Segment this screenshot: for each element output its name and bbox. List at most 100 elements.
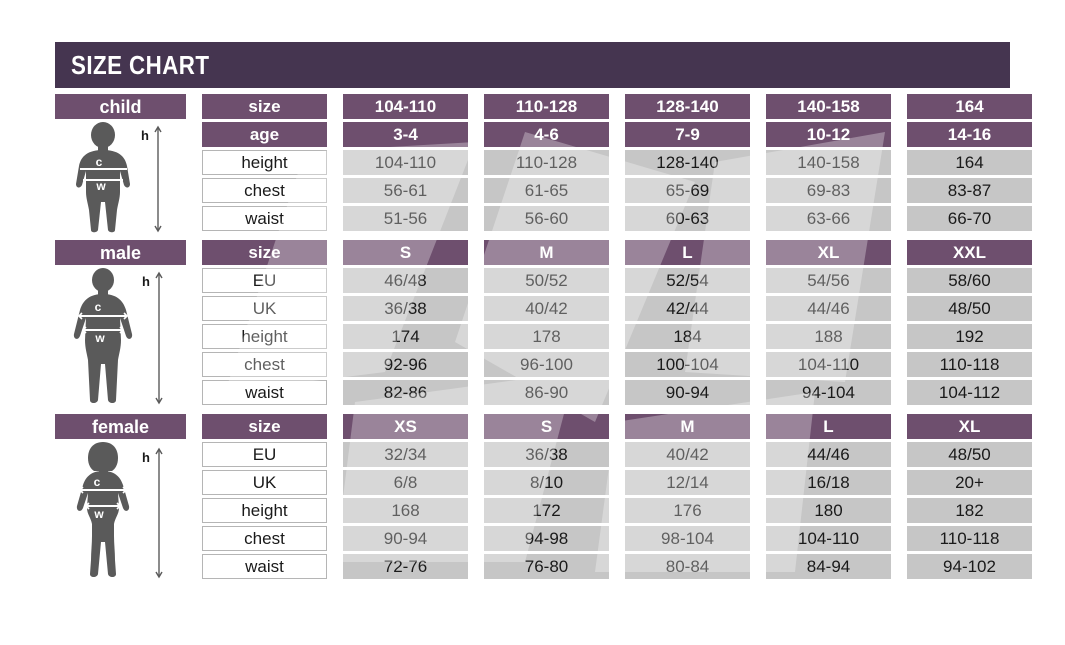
child-height-value: 110-128 (484, 150, 609, 175)
row-label-waist: waist (202, 554, 327, 579)
child-chest-value: 65-69 (625, 178, 750, 203)
child-chest-value: 61-65 (484, 178, 609, 203)
female-chest-value: 94-98 (484, 526, 609, 551)
female-size-value: XL (907, 414, 1032, 439)
male-chest-value: 96-100 (484, 352, 609, 377)
section-female: female size XS S M L XL (55, 414, 1032, 582)
row-label-age: age (202, 122, 327, 147)
chest-marker-label: c (93, 475, 100, 489)
row-label-size: size (202, 240, 327, 265)
table-row: waist 82-86 86-90 90-94 94-104 104-112 (202, 380, 1032, 405)
chest-marker-label: c (94, 300, 101, 314)
child-size-value: 140-158 (766, 94, 891, 119)
male-waist-value: 94-104 (766, 380, 891, 405)
female-size-value: S (484, 414, 609, 439)
height-marker-label: h (142, 450, 150, 465)
table-row: height 168 172 176 180 182 (202, 498, 1032, 523)
male-section-body: c w h EU 46/48 50/52 52/54 (55, 268, 1032, 408)
female-waist-value: 94-102 (907, 554, 1032, 579)
male-eu-value: 58/60 (907, 268, 1032, 293)
child-age-value: 4-6 (484, 122, 609, 147)
chest-marker-label: c (95, 155, 102, 169)
table-row: EU 32/34 36/38 40/42 44/46 48/50 (202, 442, 1032, 467)
female-uk-value: 20+ (907, 470, 1032, 495)
child-chest-value: 56-61 (343, 178, 468, 203)
male-chest-value: 110-118 (907, 352, 1032, 377)
male-size-value: S (343, 240, 468, 265)
female-rows: EU 32/34 36/38 40/42 44/46 48/50 UK 6/8 … (202, 442, 1032, 579)
male-size-row: male size S M L XL XXL (55, 240, 1032, 265)
section-label-female: female (55, 414, 186, 439)
female-uk-value: 12/14 (625, 470, 750, 495)
child-height-value: 104-110 (343, 150, 468, 175)
row-label-size: size (202, 414, 327, 439)
child-waist-value: 51-56 (343, 206, 468, 231)
female-eu-value: 48/50 (907, 442, 1032, 467)
female-size-row: female size XS S M L XL (55, 414, 1032, 439)
male-waist-value: 90-94 (625, 380, 750, 405)
child-chest-value: 69-83 (766, 178, 891, 203)
child-section-body: c w h age 3-4 4-6 (55, 122, 1032, 234)
female-eu-value: 36/38 (484, 442, 609, 467)
female-waist-value: 76-80 (484, 554, 609, 579)
male-chest-value: 100-104 (625, 352, 750, 377)
male-uk-value: 36/38 (343, 296, 468, 321)
row-label-height: height (202, 150, 327, 175)
section-male: male size S M L XL XXL (55, 240, 1032, 408)
female-size-value: M (625, 414, 750, 439)
table-row: chest 56-61 61-65 65-69 69-83 83-87 (202, 178, 1032, 203)
child-age-value: 14-16 (907, 122, 1032, 147)
size-chart: SIZE CHART child size 104-110 110-128 12… (55, 42, 1032, 582)
male-waist-value: 86-90 (484, 380, 609, 405)
child-height-value: 128-140 (625, 150, 750, 175)
row-label-waist: waist (202, 380, 327, 405)
child-waist-value: 63-66 (766, 206, 891, 231)
row-label-chest: chest (202, 178, 327, 203)
male-chest-value: 92-96 (343, 352, 468, 377)
female-uk-value: 16/18 (766, 470, 891, 495)
male-eu-value: 52/54 (625, 268, 750, 293)
female-size-value: XS (343, 414, 468, 439)
male-figure-cell: c w h (55, 268, 186, 408)
female-eu-value: 32/34 (343, 442, 468, 467)
row-label-uk: UK (202, 296, 327, 321)
male-height-value: 184 (625, 324, 750, 349)
table-row: chest 90-94 94-98 98-104 104-110 110-118 (202, 526, 1032, 551)
row-label-size: size (202, 94, 327, 119)
section-label-male: male (55, 240, 186, 265)
male-waist-value: 82-86 (343, 380, 468, 405)
male-uk-value: 42/44 (625, 296, 750, 321)
height-marker-label: h (142, 274, 150, 289)
female-chest-value: 110-118 (907, 526, 1032, 551)
title-bar: SIZE CHART (55, 42, 1010, 88)
female-eu-value: 40/42 (625, 442, 750, 467)
table-row: waist 51-56 56-60 60-63 63-66 66-70 (202, 206, 1032, 231)
waist-marker-label: w (94, 331, 105, 345)
table-row: chest 92-96 96-100 100-104 104-110 110-1… (202, 352, 1032, 377)
height-marker-label: h (141, 128, 149, 143)
table-row: UK 6/8 8/10 12/14 16/18 20+ (202, 470, 1032, 495)
child-size-value: 110-128 (484, 94, 609, 119)
male-height-value: 178 (484, 324, 609, 349)
male-waist-value: 104-112 (907, 380, 1032, 405)
row-label-height: height (202, 498, 327, 523)
child-size-row: child size 104-110 110-128 128-140 140-1… (55, 94, 1032, 119)
child-figure-cell: c w h (55, 122, 186, 234)
female-height-value: 168 (343, 498, 468, 523)
table-row: EU 46/48 50/52 52/54 54/56 58/60 (202, 268, 1032, 293)
male-height-value: 174 (343, 324, 468, 349)
male-eu-value: 46/48 (343, 268, 468, 293)
male-size-value: M (484, 240, 609, 265)
female-uk-value: 8/10 (484, 470, 609, 495)
row-label-uk: UK (202, 470, 327, 495)
row-label-chest: chest (202, 526, 327, 551)
female-height-value: 172 (484, 498, 609, 523)
child-height-value: 164 (907, 150, 1032, 175)
child-chest-value: 83-87 (907, 178, 1032, 203)
male-height-value: 188 (766, 324, 891, 349)
male-size-value: XL (766, 240, 891, 265)
child-height-value: 140-158 (766, 150, 891, 175)
child-silhouette-icon: c w h (75, 122, 162, 233)
waist-marker-label: w (93, 507, 104, 521)
table-row: waist 72-76 76-80 80-84 84-94 94-102 (202, 554, 1032, 579)
